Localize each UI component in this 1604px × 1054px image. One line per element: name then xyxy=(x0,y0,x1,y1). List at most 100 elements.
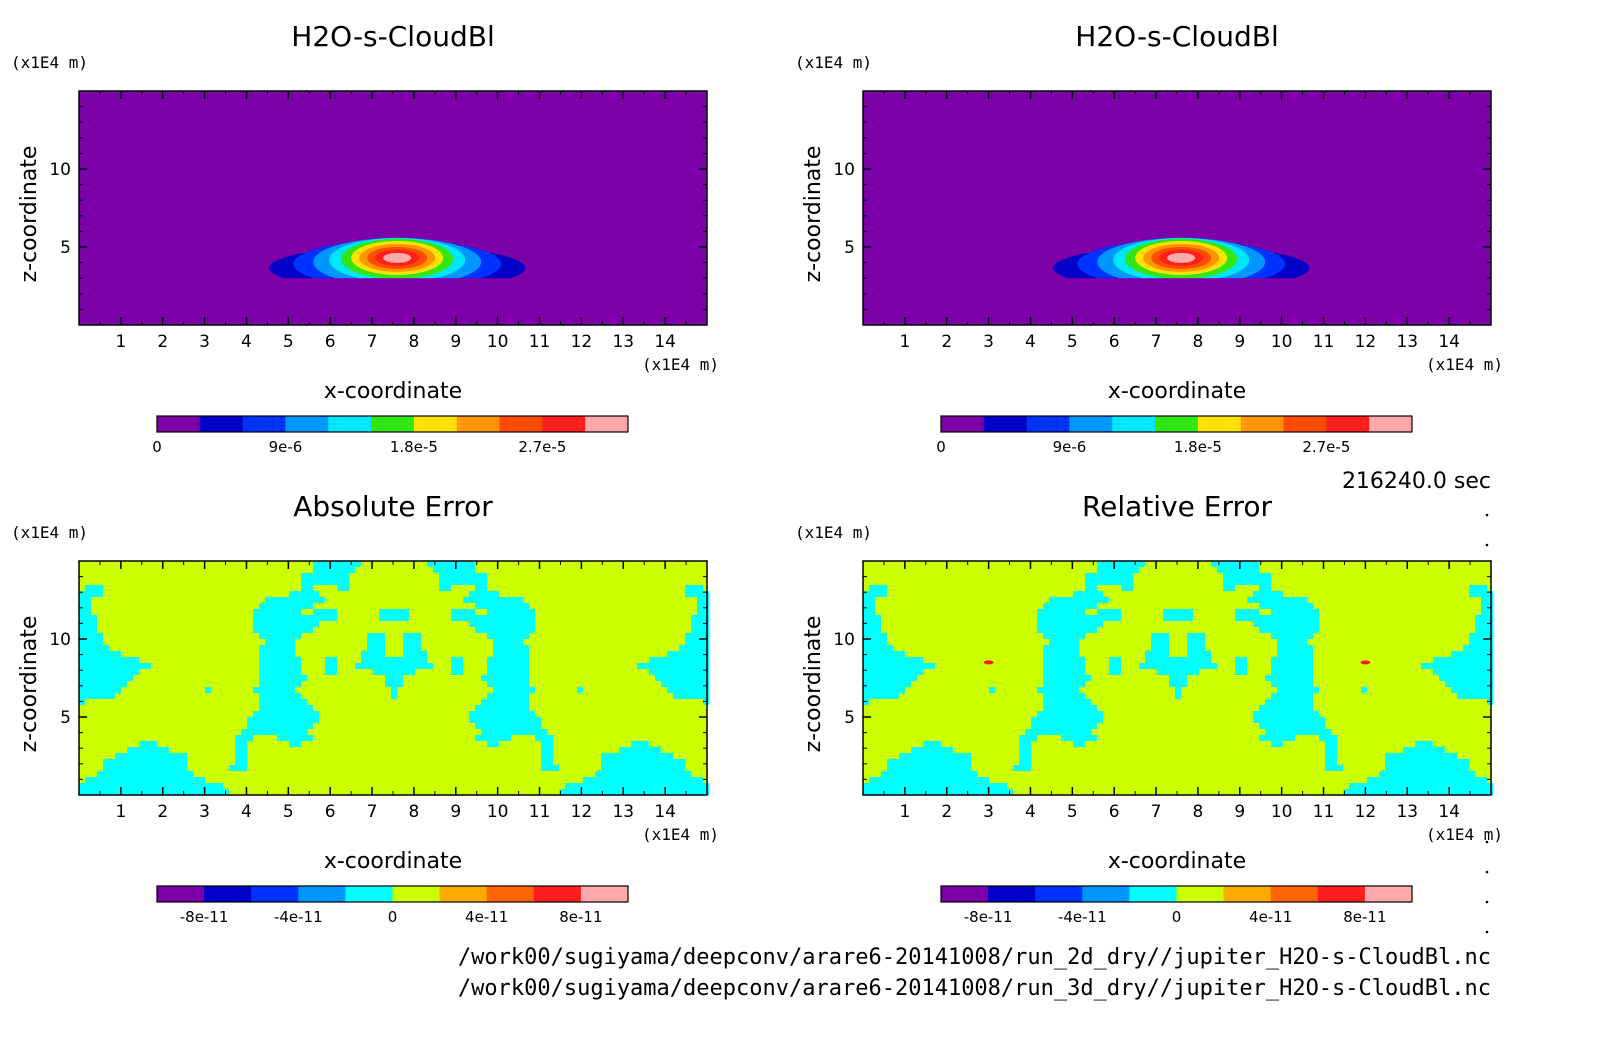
colorbar-swatch xyxy=(1155,416,1199,432)
error-region xyxy=(911,747,953,753)
colorbar-swatch xyxy=(1035,886,1083,902)
error-region xyxy=(1367,777,1487,783)
error-region xyxy=(1379,771,1475,777)
colorbar-swatch xyxy=(1369,416,1413,432)
cloud-contour-level-10 xyxy=(1167,252,1196,263)
error-region xyxy=(1277,645,1313,651)
colorbar-frame xyxy=(940,885,1413,903)
error-region xyxy=(1211,561,1259,567)
error-region xyxy=(469,711,535,717)
x-tick-label: 2 xyxy=(157,802,168,822)
margin-dot xyxy=(1485,513,1489,517)
error-region xyxy=(541,741,553,747)
error-region xyxy=(115,753,187,759)
error-region xyxy=(1187,651,1211,657)
x-tick-label: 4 xyxy=(241,802,252,822)
colorbar-swatch xyxy=(1176,886,1225,902)
x-tick-label: 9 xyxy=(1234,332,1245,352)
error-region xyxy=(1253,711,1319,717)
x-tick-label: 5 xyxy=(283,802,294,822)
error-region xyxy=(1025,729,1091,735)
error-region xyxy=(97,771,193,777)
chart-title: H2O-s-CloudBl xyxy=(1075,20,1278,53)
y-unit-label: (x1E4 m) xyxy=(11,53,88,72)
error-region xyxy=(1253,591,1283,597)
error-region xyxy=(679,645,709,651)
error-region xyxy=(487,663,529,669)
error-region xyxy=(493,687,535,693)
error-region xyxy=(265,597,325,603)
error-region xyxy=(1235,657,1247,663)
y-unit-label: (x1E4 m) xyxy=(795,523,872,542)
error-region xyxy=(1271,609,1319,615)
error-region xyxy=(79,597,91,603)
error-region xyxy=(253,615,337,621)
colorbar-swatch xyxy=(345,886,393,902)
error-region xyxy=(1433,657,1493,663)
error-region xyxy=(685,585,703,591)
error-region xyxy=(1223,573,1271,579)
x-tick-label: 3 xyxy=(983,332,994,352)
error-region xyxy=(1253,717,1325,723)
error-region xyxy=(367,633,385,639)
cloud-base-mask xyxy=(257,278,538,309)
error-region xyxy=(313,609,337,615)
error-region xyxy=(1385,765,1469,771)
x-tick-label: 14 xyxy=(654,332,676,352)
error-region xyxy=(481,729,547,735)
error-region xyxy=(1187,645,1205,651)
colorbar-swatch xyxy=(486,886,535,902)
colorbar-swatch xyxy=(1197,416,1242,432)
cloud-base-mask xyxy=(1041,278,1322,309)
error-region xyxy=(1169,675,1187,681)
colorbar-swatch xyxy=(1317,886,1366,902)
x-tick-label: 9 xyxy=(450,802,461,822)
error-region xyxy=(79,621,97,627)
error-region xyxy=(433,567,475,573)
colorbar-label: 8e-11 xyxy=(559,908,602,926)
x-tick-label: 14 xyxy=(654,802,676,822)
colorbar-label: 9e-6 xyxy=(1053,438,1087,456)
error-region xyxy=(1235,609,1259,615)
y-tick-label: 10 xyxy=(833,160,855,180)
colorbar-swatch xyxy=(533,886,582,902)
colorbar-label: 1.8e-5 xyxy=(1174,438,1222,456)
error-region xyxy=(1043,603,1097,609)
colorbar-swatch xyxy=(392,886,441,902)
error-region xyxy=(1037,687,1079,693)
x-tick-label: 5 xyxy=(1067,332,1078,352)
colorbar-swatch xyxy=(199,416,244,432)
error-region xyxy=(79,603,91,609)
error-region xyxy=(1223,585,1235,591)
error-region xyxy=(649,669,709,675)
error-region xyxy=(487,657,529,663)
error-region xyxy=(301,579,349,585)
chart-panel-2: H2O-s-CloudBl(x1E4 m)1 2 3 4 5 6 7 8 9 10 11 12 13 14… xyxy=(795,20,1503,456)
error-region xyxy=(337,585,349,591)
error-region xyxy=(1169,681,1187,687)
error-region xyxy=(253,687,295,693)
x-tick-label: 12 xyxy=(1355,802,1377,822)
error-region xyxy=(1109,669,1121,675)
error-region xyxy=(863,657,923,663)
x-tick-label: 12 xyxy=(1355,332,1377,352)
error-region xyxy=(367,639,385,645)
error-region xyxy=(1439,675,1493,681)
error-region xyxy=(79,591,103,597)
error-region xyxy=(1013,765,1031,771)
error-region xyxy=(385,681,403,687)
error-region xyxy=(1037,621,1103,627)
error-region xyxy=(1151,645,1169,651)
colorbar-swatch xyxy=(242,416,286,432)
error-region xyxy=(103,759,187,765)
error-region xyxy=(235,753,247,759)
x-tick-label: 7 xyxy=(1151,802,1162,822)
y-tick-label: 5 xyxy=(844,238,855,258)
error-region xyxy=(863,681,911,687)
x-tick-label: 6 xyxy=(325,332,336,352)
colorbar-swatch xyxy=(1270,886,1319,902)
error-region xyxy=(475,585,487,591)
error-region xyxy=(451,615,535,621)
error-region xyxy=(1421,663,1493,669)
error-region xyxy=(1271,693,1313,699)
